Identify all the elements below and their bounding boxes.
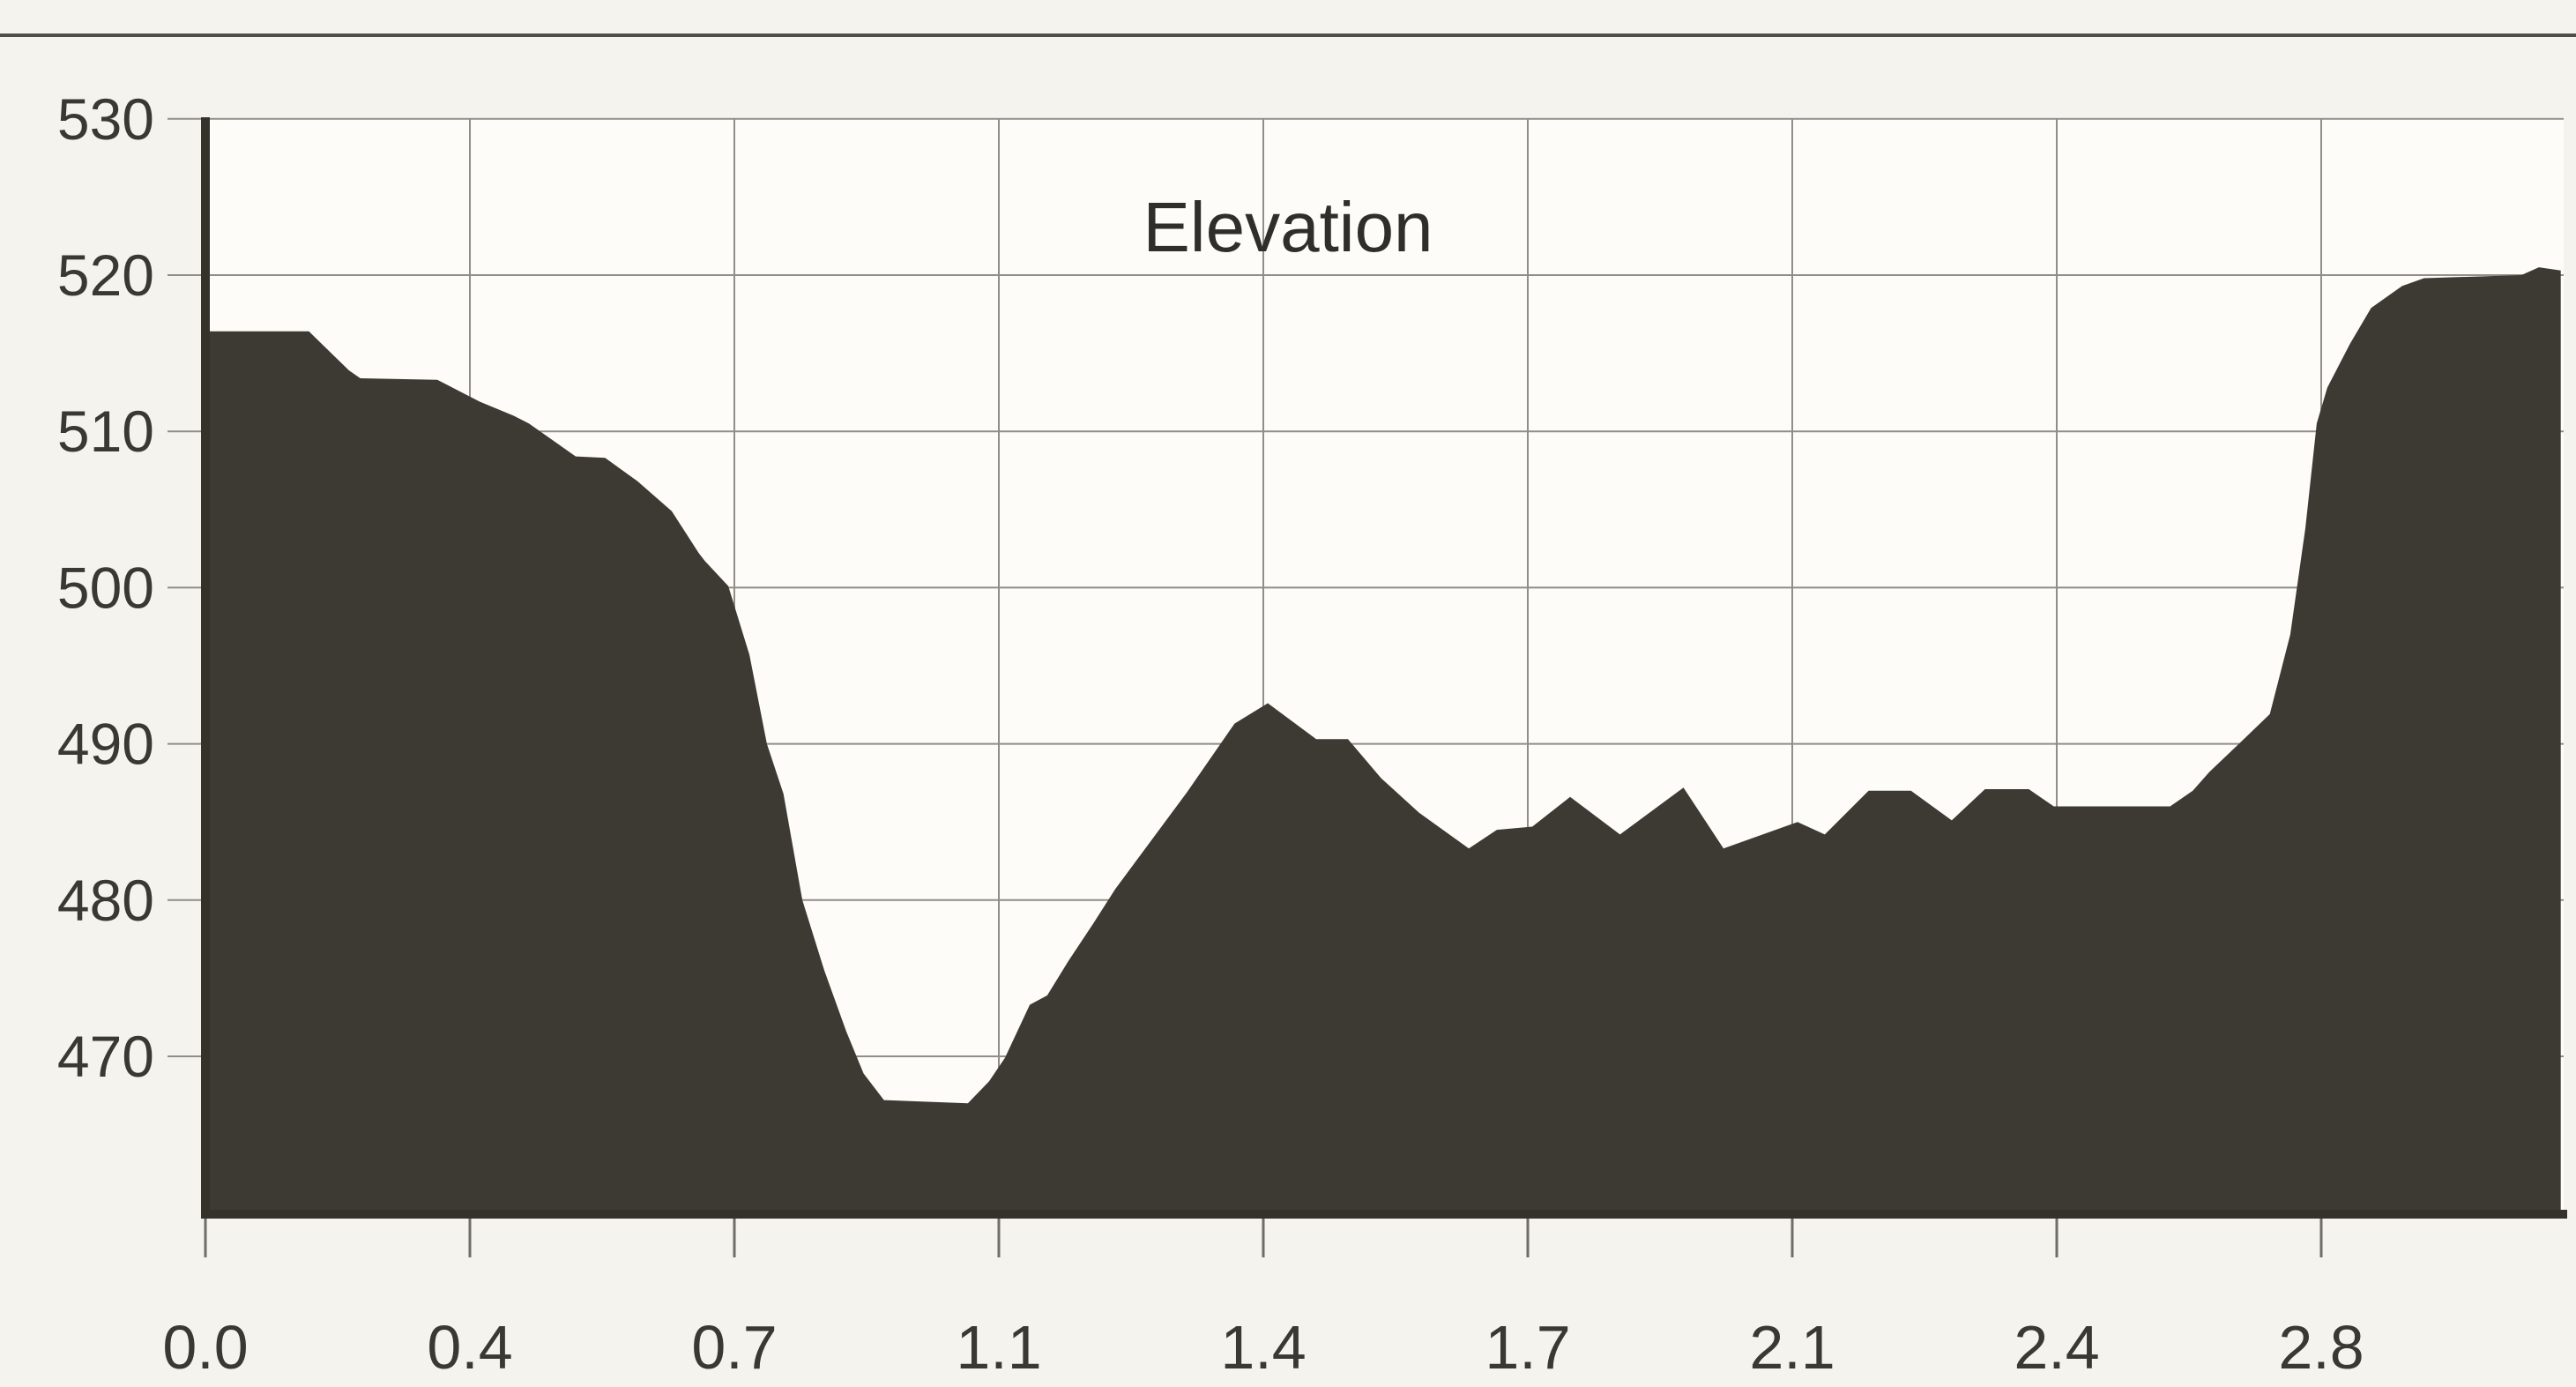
y-axis-tick-label-510: 510 [57,399,154,464]
x-axis-tick-label-2.4: 2.4 [2014,1313,2099,1382]
x-axis-tick-label-2.1: 2.1 [1749,1313,1835,1382]
x-axis-tick-label-1.1: 1.1 [956,1313,1041,1382]
y-axis-tick-label-530: 530 [57,86,154,152]
x-axis-tick-label-0.4: 0.4 [427,1313,512,1382]
x-axis-tick-label-1.4: 1.4 [1220,1313,1306,1382]
y-axis-line [201,117,210,1217]
y-axis-tick-label-470: 470 [57,1024,154,1089]
x-axis-tick-label-0.0: 0.0 [162,1313,248,1382]
x-axis-tick-label-0.7: 0.7 [691,1313,777,1382]
y-axis-tick-label-480: 480 [57,868,154,933]
y-axis-tick-label-500: 500 [57,555,154,620]
x-axis-line [201,1210,2567,1219]
chart-title: Elevation [1143,188,1433,266]
y-axis-tick-label-490: 490 [57,712,154,777]
page-top-rule [0,34,2576,37]
x-axis-tick-label-1.7: 1.7 [1485,1313,1570,1382]
elevation-area-series [205,267,2561,1218]
y-axis-tick-label-520: 520 [57,242,154,308]
x-axis-tick-label-2.8: 2.8 [2278,1313,2364,1382]
